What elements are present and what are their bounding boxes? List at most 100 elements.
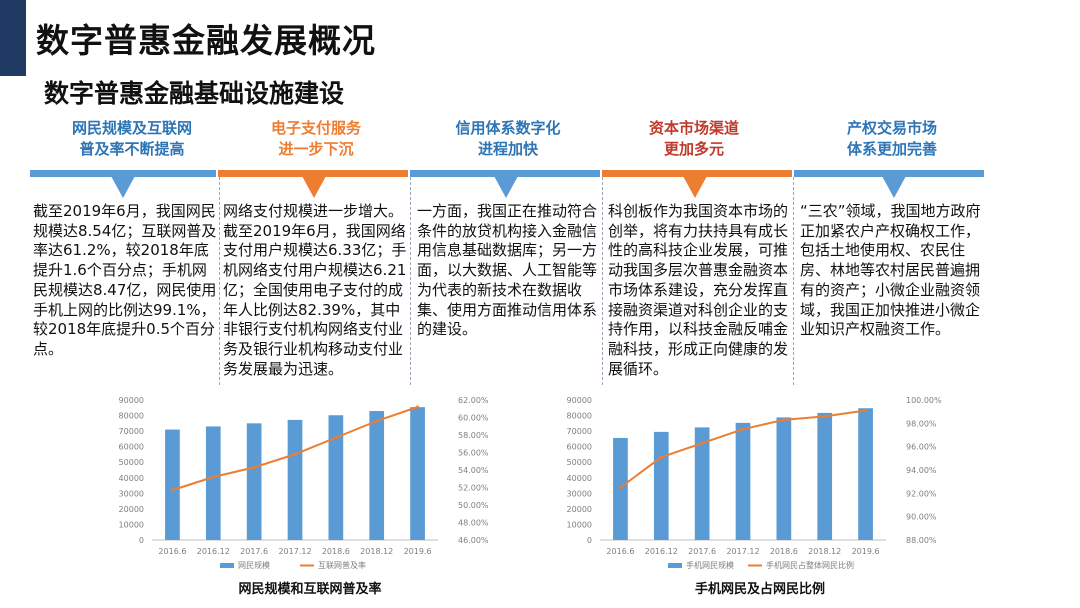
column-heading: 资本市场渠道 更加多元: [604, 118, 784, 160]
line-point: [293, 452, 297, 456]
y2-tick-label: 46.00%: [458, 536, 489, 545]
y2-tick-label: 62.00%: [458, 396, 489, 405]
y-tick-label: 80000: [567, 412, 592, 421]
bar: [817, 412, 833, 540]
column-band: [794, 170, 984, 177]
y2-tick-label: 90.00%: [906, 513, 937, 522]
y-tick-label: 50000: [567, 458, 592, 467]
line-point: [170, 488, 174, 492]
x-tick-label: 2017.6: [240, 547, 268, 556]
bar: [653, 431, 669, 540]
heading-line: 进一步下沉: [278, 140, 354, 158]
y-tick-label: 60000: [567, 443, 592, 452]
x-tick-label: 2017.12: [278, 547, 311, 556]
column-heading: 电子支付服务 进一步下沉: [226, 118, 406, 160]
line-point: [659, 455, 663, 459]
y2-tick-label: 96.00%: [906, 443, 937, 452]
x-tick-label: 2019.6: [404, 547, 432, 556]
y-tick-label: 20000: [119, 505, 144, 514]
y-tick-label: 80000: [119, 412, 144, 421]
bar: [858, 408, 873, 540]
column-text: 截至2019年6月，我国网民规模达8.54亿；互联网普及率达61.2%，较201…: [33, 202, 217, 358]
y-tick-label: 60000: [119, 443, 144, 452]
y2-tick-label: 52.00%: [458, 484, 489, 493]
y2-tick-label: 100.00%: [906, 396, 942, 405]
x-tick-label: 2018.12: [360, 547, 393, 556]
x-tick-label: 2016.6: [158, 547, 186, 556]
x-tick-label: 2018.6: [770, 547, 798, 556]
pointer-triangle: [302, 176, 326, 198]
column-band: [30, 170, 216, 177]
heading-line: 体系更加完善: [846, 140, 937, 158]
bar: [369, 411, 385, 540]
line-point: [375, 419, 379, 423]
line-point: [700, 441, 704, 445]
column-text: 网络支付规模进一步增大。截至2019年6月，我国网络支付用户规模达6.33亿；手…: [223, 202, 407, 378]
y-tick-label: 0: [587, 536, 592, 545]
bar: [694, 427, 710, 540]
x-tick-label: 2016.12: [645, 547, 678, 556]
x-tick-label: 2017.6: [688, 547, 716, 556]
column-heading: 信用体系数字化 进程加快: [418, 118, 598, 160]
legend-label: 网民规模: [238, 560, 270, 570]
y-tick-label: 30000: [119, 489, 144, 498]
heading-line: 信用体系数字化: [455, 119, 561, 137]
y2-tick-label: 88.00%: [906, 536, 937, 545]
y-tick-label: 30000: [567, 489, 592, 498]
column-text: 一方面，我国正在推动符合条件的放贷机构接入金融信用信息基础数据库；另一方面，以大…: [417, 202, 598, 339]
legend-swatch-bar: [220, 563, 234, 568]
y-tick-label: 70000: [567, 427, 592, 436]
legend-label: 手机网民规模: [686, 560, 734, 570]
y-tick-label: 20000: [567, 505, 592, 514]
y2-tick-label: 92.00%: [906, 489, 937, 498]
column-band: [410, 170, 600, 177]
heading-line: 电子支付服务: [270, 119, 361, 137]
pointer-triangle: [683, 176, 707, 198]
chart-netizen-scale: 0 10000 20000 30000 40000 50000 60000 70000 8000…: [119, 396, 489, 570]
line-point: [618, 486, 622, 489]
y-tick-label: 90000: [567, 396, 592, 405]
legend-swatch-bar: [668, 563, 682, 568]
pointer-triangle: [494, 176, 518, 198]
heading-line: 产权交易市场: [846, 119, 937, 137]
column-band: [602, 170, 792, 177]
column-band: [218, 170, 408, 177]
bar: [776, 417, 792, 540]
y2-tick-label: 60.00%: [458, 414, 489, 423]
heading-line: 更加多元: [663, 140, 724, 158]
line-point: [864, 409, 868, 412]
column-heading: 产权交易市场 体系更加完善: [802, 118, 982, 160]
column-divider: [793, 177, 794, 385]
heading-line: 资本市场渠道: [648, 119, 739, 137]
y-tick-label: 70000: [119, 427, 144, 436]
column-text: “三农”领域，我国地方政府正加紧农户产权确权工作，包括土地使用权、农民住房、林地…: [800, 202, 981, 339]
y2-tick-label: 56.00%: [458, 449, 489, 458]
heading-line: 普及率不断提高: [79, 140, 185, 158]
page-title: 数字普惠金融发展概况: [36, 21, 376, 60]
y-tick-label: 10000: [119, 520, 144, 529]
title-accent-bar: [0, 0, 26, 76]
pointer-triangle: [111, 176, 135, 198]
y-tick-label: 40000: [119, 474, 144, 483]
column-heading: 网民规模及互联网 普及率不断提高: [42, 118, 222, 160]
y2-tick-label: 54.00%: [458, 466, 489, 475]
line-point: [252, 465, 256, 469]
line-point: [741, 427, 745, 431]
y2-tick-label: 98.00%: [906, 419, 937, 428]
line-point: [823, 414, 827, 418]
chart-mobile-netizens: 0 10000 20000 30000 40000 50000 60000 70000 8000…: [567, 396, 942, 570]
pointer-triangle: [882, 176, 906, 198]
y-tick-label: 0: [139, 536, 144, 545]
bar: [205, 426, 221, 540]
bar: [287, 419, 303, 540]
line-point: [416, 405, 420, 409]
line-point: [211, 475, 215, 479]
y-tick-label: 10000: [567, 520, 592, 529]
bar: [410, 407, 425, 540]
legend-label: 手机网民占整体网民比例: [766, 560, 854, 570]
y-tick-label: 40000: [567, 474, 592, 483]
y2-tick-label: 94.00%: [906, 466, 937, 475]
x-tick-label: 2017.12: [726, 547, 759, 556]
legend-label: 互联网普及率: [318, 560, 366, 570]
y-tick-label: 50000: [119, 458, 144, 467]
